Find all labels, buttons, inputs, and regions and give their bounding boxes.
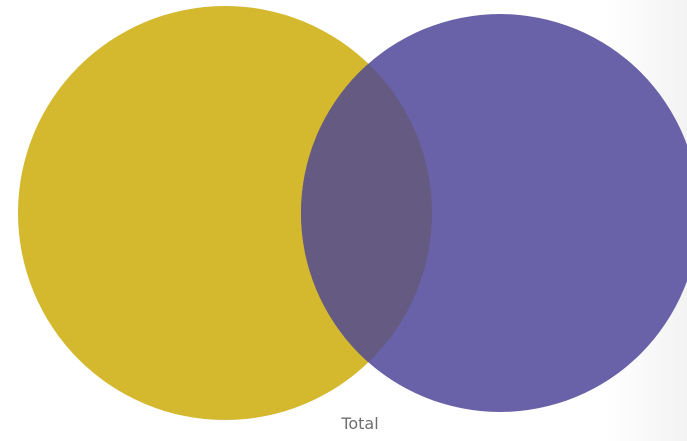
- diagram-caption: Total: [0, 414, 687, 434]
